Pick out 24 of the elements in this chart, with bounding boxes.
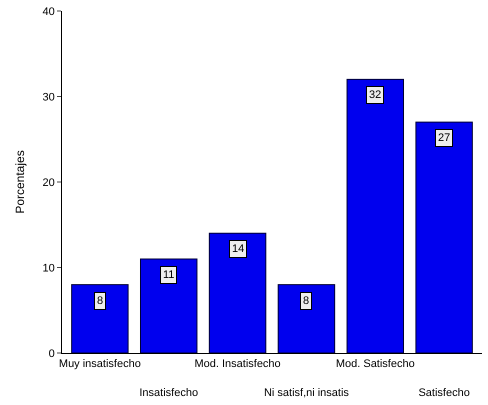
bar bbox=[140, 258, 198, 353]
bar bbox=[346, 78, 404, 353]
x-tick-label: Mod. Satisfecho bbox=[336, 358, 415, 370]
data-label: 32 bbox=[369, 89, 382, 101]
data-label: 27 bbox=[438, 132, 450, 144]
x-tick-label: Muy insatisfecho bbox=[58, 358, 141, 370]
bar bbox=[415, 122, 473, 353]
x-tick-label: Mod. Insatisfecho bbox=[194, 358, 281, 370]
data-label: 8 bbox=[303, 295, 310, 307]
y-tick-label: 30 bbox=[42, 91, 55, 104]
bar bbox=[208, 232, 266, 353]
y-tick-label: 20 bbox=[42, 176, 55, 189]
data-label: 8 bbox=[97, 295, 104, 307]
y-axis-title: Porcentajes bbox=[12, 150, 27, 214]
x-tick-label: Ni satisf,ni insatis bbox=[264, 386, 350, 399]
data-label: 11 bbox=[163, 269, 174, 281]
y-tick-label: 0 bbox=[48, 348, 55, 360]
data-label: 14 bbox=[232, 243, 244, 255]
y-tick-label: 10 bbox=[42, 262, 55, 274]
x-tick-label: Satisfecho bbox=[418, 386, 470, 399]
bar bbox=[71, 284, 129, 353]
bar bbox=[278, 284, 336, 353]
y-tick-label: 40 bbox=[42, 6, 55, 18]
x-tick-label: Insatisfecho bbox=[139, 386, 198, 399]
